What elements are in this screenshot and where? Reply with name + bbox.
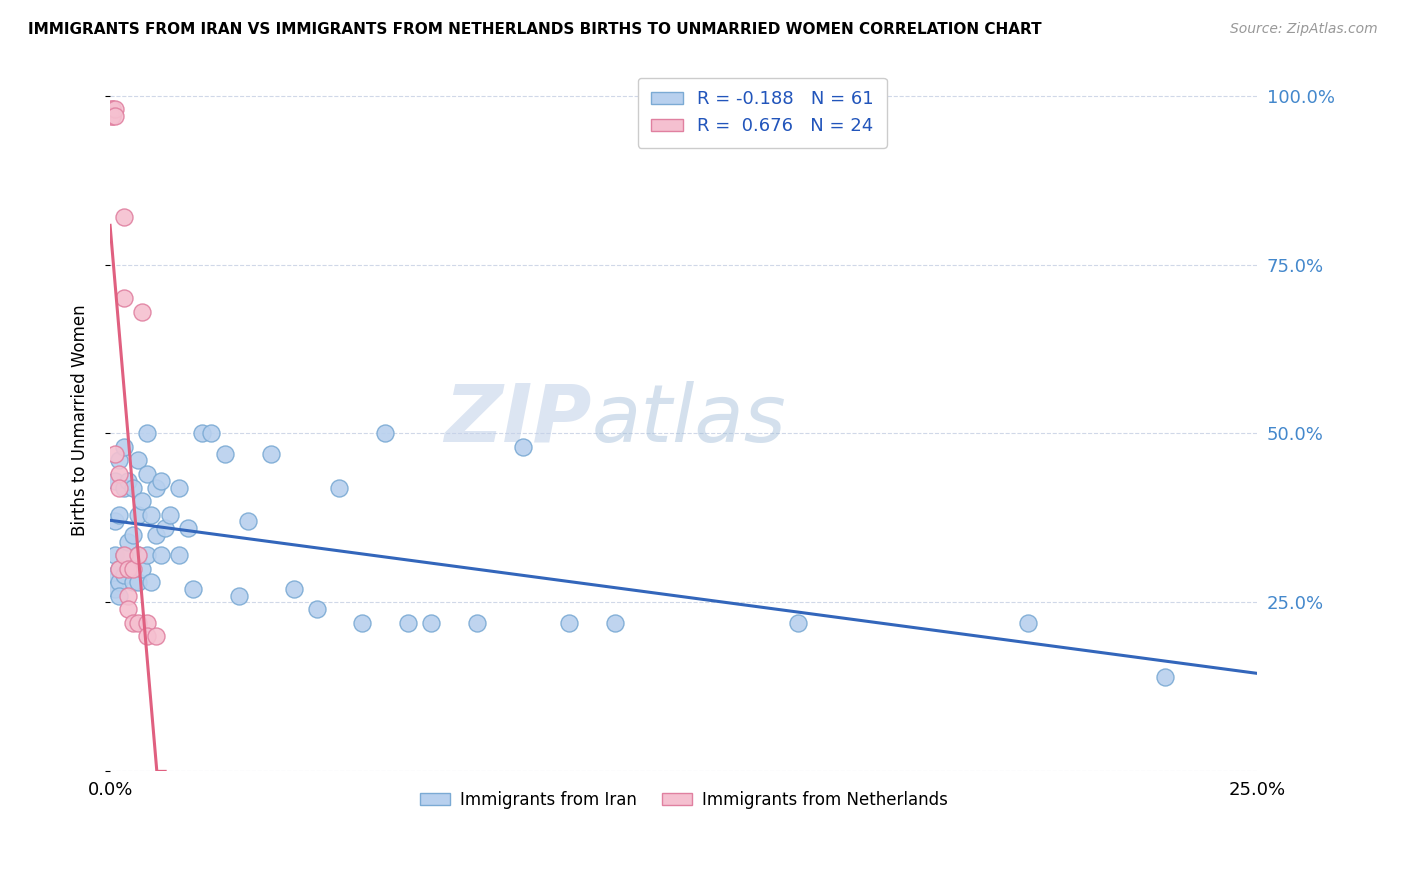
- Point: [108, 561, 131, 575]
- Point: [122, 615, 145, 630]
- Point: [141, 575, 163, 590]
- Legend: Immigrants from Iran, Immigrants from Netherlands: Immigrants from Iran, Immigrants from Ne…: [413, 784, 955, 816]
- Point: [108, 561, 131, 575]
- Point: [259, 447, 281, 461]
- Point: [127, 548, 149, 562]
- Point: [127, 453, 149, 467]
- Point: [135, 467, 157, 481]
- Point: [145, 481, 167, 495]
- Point: [112, 568, 135, 582]
- Point: [104, 447, 127, 461]
- Point: [112, 548, 135, 562]
- Point: [131, 305, 153, 319]
- Point: [104, 582, 127, 596]
- Text: IMMIGRANTS FROM IRAN VS IMMIGRANTS FROM NETHERLANDS BIRTHS TO UNMARRIED WOMEN CO: IMMIGRANTS FROM IRAN VS IMMIGRANTS FROM …: [28, 22, 1042, 37]
- Point: [112, 440, 135, 454]
- Point: [104, 109, 127, 123]
- Point: [127, 548, 149, 562]
- Point: [1017, 615, 1039, 630]
- Point: [396, 615, 419, 630]
- Point: [117, 602, 139, 616]
- Point: [117, 561, 139, 575]
- Point: [131, 494, 153, 508]
- Text: Source: ZipAtlas.com: Source: ZipAtlas.com: [1230, 22, 1378, 37]
- Point: [122, 575, 145, 590]
- Y-axis label: Births to Unmarried Women: Births to Unmarried Women: [72, 304, 89, 536]
- Point: [101, 109, 124, 123]
- Point: [108, 453, 131, 467]
- Point: [101, 102, 124, 116]
- Point: [145, 629, 167, 643]
- Point: [104, 102, 127, 116]
- Point: [181, 582, 204, 596]
- Point: [108, 575, 131, 590]
- Point: [214, 447, 236, 461]
- Point: [167, 481, 190, 495]
- Point: [104, 548, 127, 562]
- Point: [122, 528, 145, 542]
- Point: [512, 440, 534, 454]
- Point: [117, 474, 139, 488]
- Point: [101, 102, 124, 116]
- Point: [127, 575, 149, 590]
- Point: [122, 481, 145, 495]
- Point: [328, 481, 350, 495]
- Point: [149, 474, 172, 488]
- Point: [104, 568, 127, 582]
- Point: [1154, 670, 1177, 684]
- Point: [135, 426, 157, 441]
- Point: [131, 561, 153, 575]
- Point: [101, 109, 124, 123]
- Point: [787, 615, 810, 630]
- Point: [112, 548, 135, 562]
- Point: [167, 548, 190, 562]
- Point: [112, 481, 135, 495]
- Point: [112, 291, 135, 305]
- Text: atlas: atlas: [592, 381, 786, 459]
- Point: [177, 521, 200, 535]
- Point: [420, 615, 443, 630]
- Point: [117, 589, 139, 603]
- Point: [228, 589, 250, 603]
- Point: [135, 629, 157, 643]
- Point: [104, 474, 127, 488]
- Point: [191, 426, 214, 441]
- Point: [236, 514, 259, 528]
- Point: [305, 602, 328, 616]
- Point: [122, 561, 145, 575]
- Point: [108, 481, 131, 495]
- Point: [108, 589, 131, 603]
- Point: [108, 508, 131, 522]
- Point: [135, 615, 157, 630]
- Point: [153, 521, 176, 535]
- Point: [108, 467, 131, 481]
- Point: [465, 615, 488, 630]
- Point: [141, 508, 163, 522]
- Point: [117, 534, 139, 549]
- Point: [603, 615, 626, 630]
- Point: [117, 561, 139, 575]
- Point: [149, 548, 172, 562]
- Point: [112, 210, 135, 224]
- Point: [145, 528, 167, 542]
- Point: [127, 615, 149, 630]
- Text: ZIP: ZIP: [444, 381, 592, 459]
- Point: [127, 508, 149, 522]
- Point: [135, 548, 157, 562]
- Point: [374, 426, 396, 441]
- Point: [200, 426, 222, 441]
- Point: [558, 615, 581, 630]
- Point: [104, 514, 127, 528]
- Point: [352, 615, 374, 630]
- Point: [159, 508, 181, 522]
- Point: [283, 582, 305, 596]
